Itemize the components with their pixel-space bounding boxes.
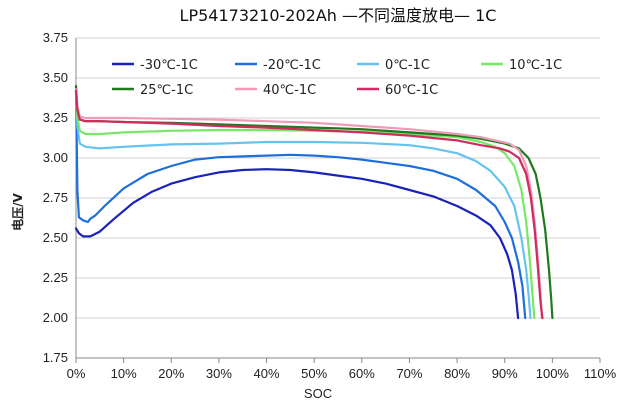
legend-label: -20℃-1C: [263, 58, 321, 73]
x-tick-label: 0%: [67, 366, 86, 381]
y-tick-label: 2.25: [43, 270, 68, 285]
legend-label: 40℃-1C: [263, 83, 316, 98]
legend-label: 25℃-1C: [140, 83, 193, 98]
series-line: [74, 86, 527, 320]
y-tick-label: 3.00: [43, 150, 68, 165]
y-axis-label: 电压/V: [10, 192, 25, 230]
legend-item: 0℃-1C: [357, 58, 430, 73]
legend-label: 0℃-1C: [385, 58, 430, 73]
x-tick-label: 100%: [536, 366, 570, 381]
x-tick-label: 90%: [492, 366, 518, 381]
y-tick-label: 3.25: [43, 110, 68, 125]
chart-title: LP54173210-202Ah —不同温度放电— 1C: [180, 6, 497, 25]
x-tick-label: 80%: [444, 366, 470, 381]
y-tick-label: 2.00: [43, 310, 68, 325]
legend-item: 25℃-1C: [112, 83, 193, 98]
legend-label: -30℃-1C: [140, 58, 198, 73]
x-axis-label: SOC: [304, 386, 332, 400]
x-tick-label: 10%: [111, 366, 137, 381]
series-line: [74, 86, 536, 320]
y-tick-label: 3.75: [43, 30, 68, 45]
legend-item: 10℃-1C: [481, 58, 562, 73]
x-tick-label: 40%: [254, 366, 280, 381]
legend-item: -20℃-1C: [235, 58, 321, 73]
y-tick-label: 2.50: [43, 230, 68, 245]
series-line: [74, 168, 520, 320]
x-tick-label: 110%: [584, 366, 617, 381]
legend-item: 60℃-1C: [357, 83, 438, 98]
legend-item: 40℃-1C: [235, 83, 316, 98]
series-line: [74, 88, 532, 320]
x-tick-label: 20%: [158, 366, 184, 381]
y-tick-label: 3.50: [43, 70, 68, 85]
series-lines: [74, 84, 554, 320]
x-tick-label: 30%: [206, 366, 232, 381]
legend-label: 10℃-1C: [509, 58, 562, 73]
legend-item: -30℃-1C: [112, 58, 198, 73]
x-tick-label: 50%: [301, 366, 327, 381]
series-line: [74, 89, 544, 320]
x-tick-label: 60%: [349, 366, 375, 381]
x-tick-label: 70%: [396, 366, 422, 381]
y-tick-label: 2.75: [43, 190, 68, 205]
series-line: [74, 84, 554, 320]
y-tick-label: 1.75: [43, 350, 68, 365]
tick-labels: 1.75 2.00 2.25 2.50 2.75 3.00 3.25 3.50 3.75 0% 10…: [43, 30, 617, 381]
legend-label: 60℃-1C: [385, 83, 438, 98]
legend: -30℃-1C -20℃-1C 0℃-1C 10℃-1C 25℃-1C 40℃-1C 60℃…: [112, 58, 562, 98]
